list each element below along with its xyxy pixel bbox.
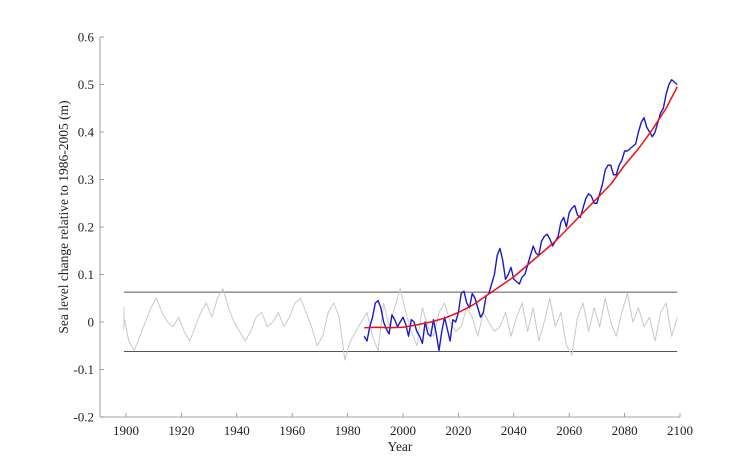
y-axis-title: Sea level change relative to 1986-2005 (… — [56, 100, 71, 333]
y-tick-label: 0.5 — [78, 77, 94, 92]
series-lines — [123, 79, 678, 361]
y-tick-label: 0 — [88, 315, 95, 330]
variability-series-line — [123, 288, 678, 361]
y-tick-label: 0.3 — [78, 172, 94, 187]
x-tick-label: 1900 — [113, 423, 139, 438]
x-tick-label: 1960 — [279, 423, 305, 438]
x-tick-label: 2080 — [612, 423, 638, 438]
y-tick-label: 0.4 — [78, 125, 95, 140]
x-ticks: 1900 1920 1940 1960 1980 2000 2020 2040 2060 2080… — [113, 413, 693, 438]
y-tick-label: -0.1 — [73, 362, 94, 377]
axes — [99, 37, 680, 418]
x-tick-label: 2100 — [667, 423, 693, 438]
x-tick-label: 2040 — [501, 423, 527, 438]
x-tick-label: 2060 — [556, 423, 582, 438]
y-tick-label: 0.6 — [78, 30, 95, 45]
x-tick-label: 2000 — [390, 423, 416, 438]
x-tick-label: 1940 — [224, 423, 250, 438]
y-ticks: -0.2 -0.1 0 0.1 0.2 0.3 0.4 0.5 0.6 — [73, 30, 104, 425]
x-tick-label: 1980 — [335, 423, 361, 438]
y-tick-label: -0.2 — [73, 410, 94, 425]
x-tick-label: 2020 — [445, 423, 471, 438]
trend-fit-line — [364, 86, 678, 329]
y-tick-label: 0.2 — [78, 220, 94, 235]
y-tick-label: 0.1 — [78, 267, 94, 282]
x-tick-label: 1920 — [168, 423, 194, 438]
x-axis-title: Year — [388, 439, 413, 454]
projection-series-line — [363, 79, 678, 352]
